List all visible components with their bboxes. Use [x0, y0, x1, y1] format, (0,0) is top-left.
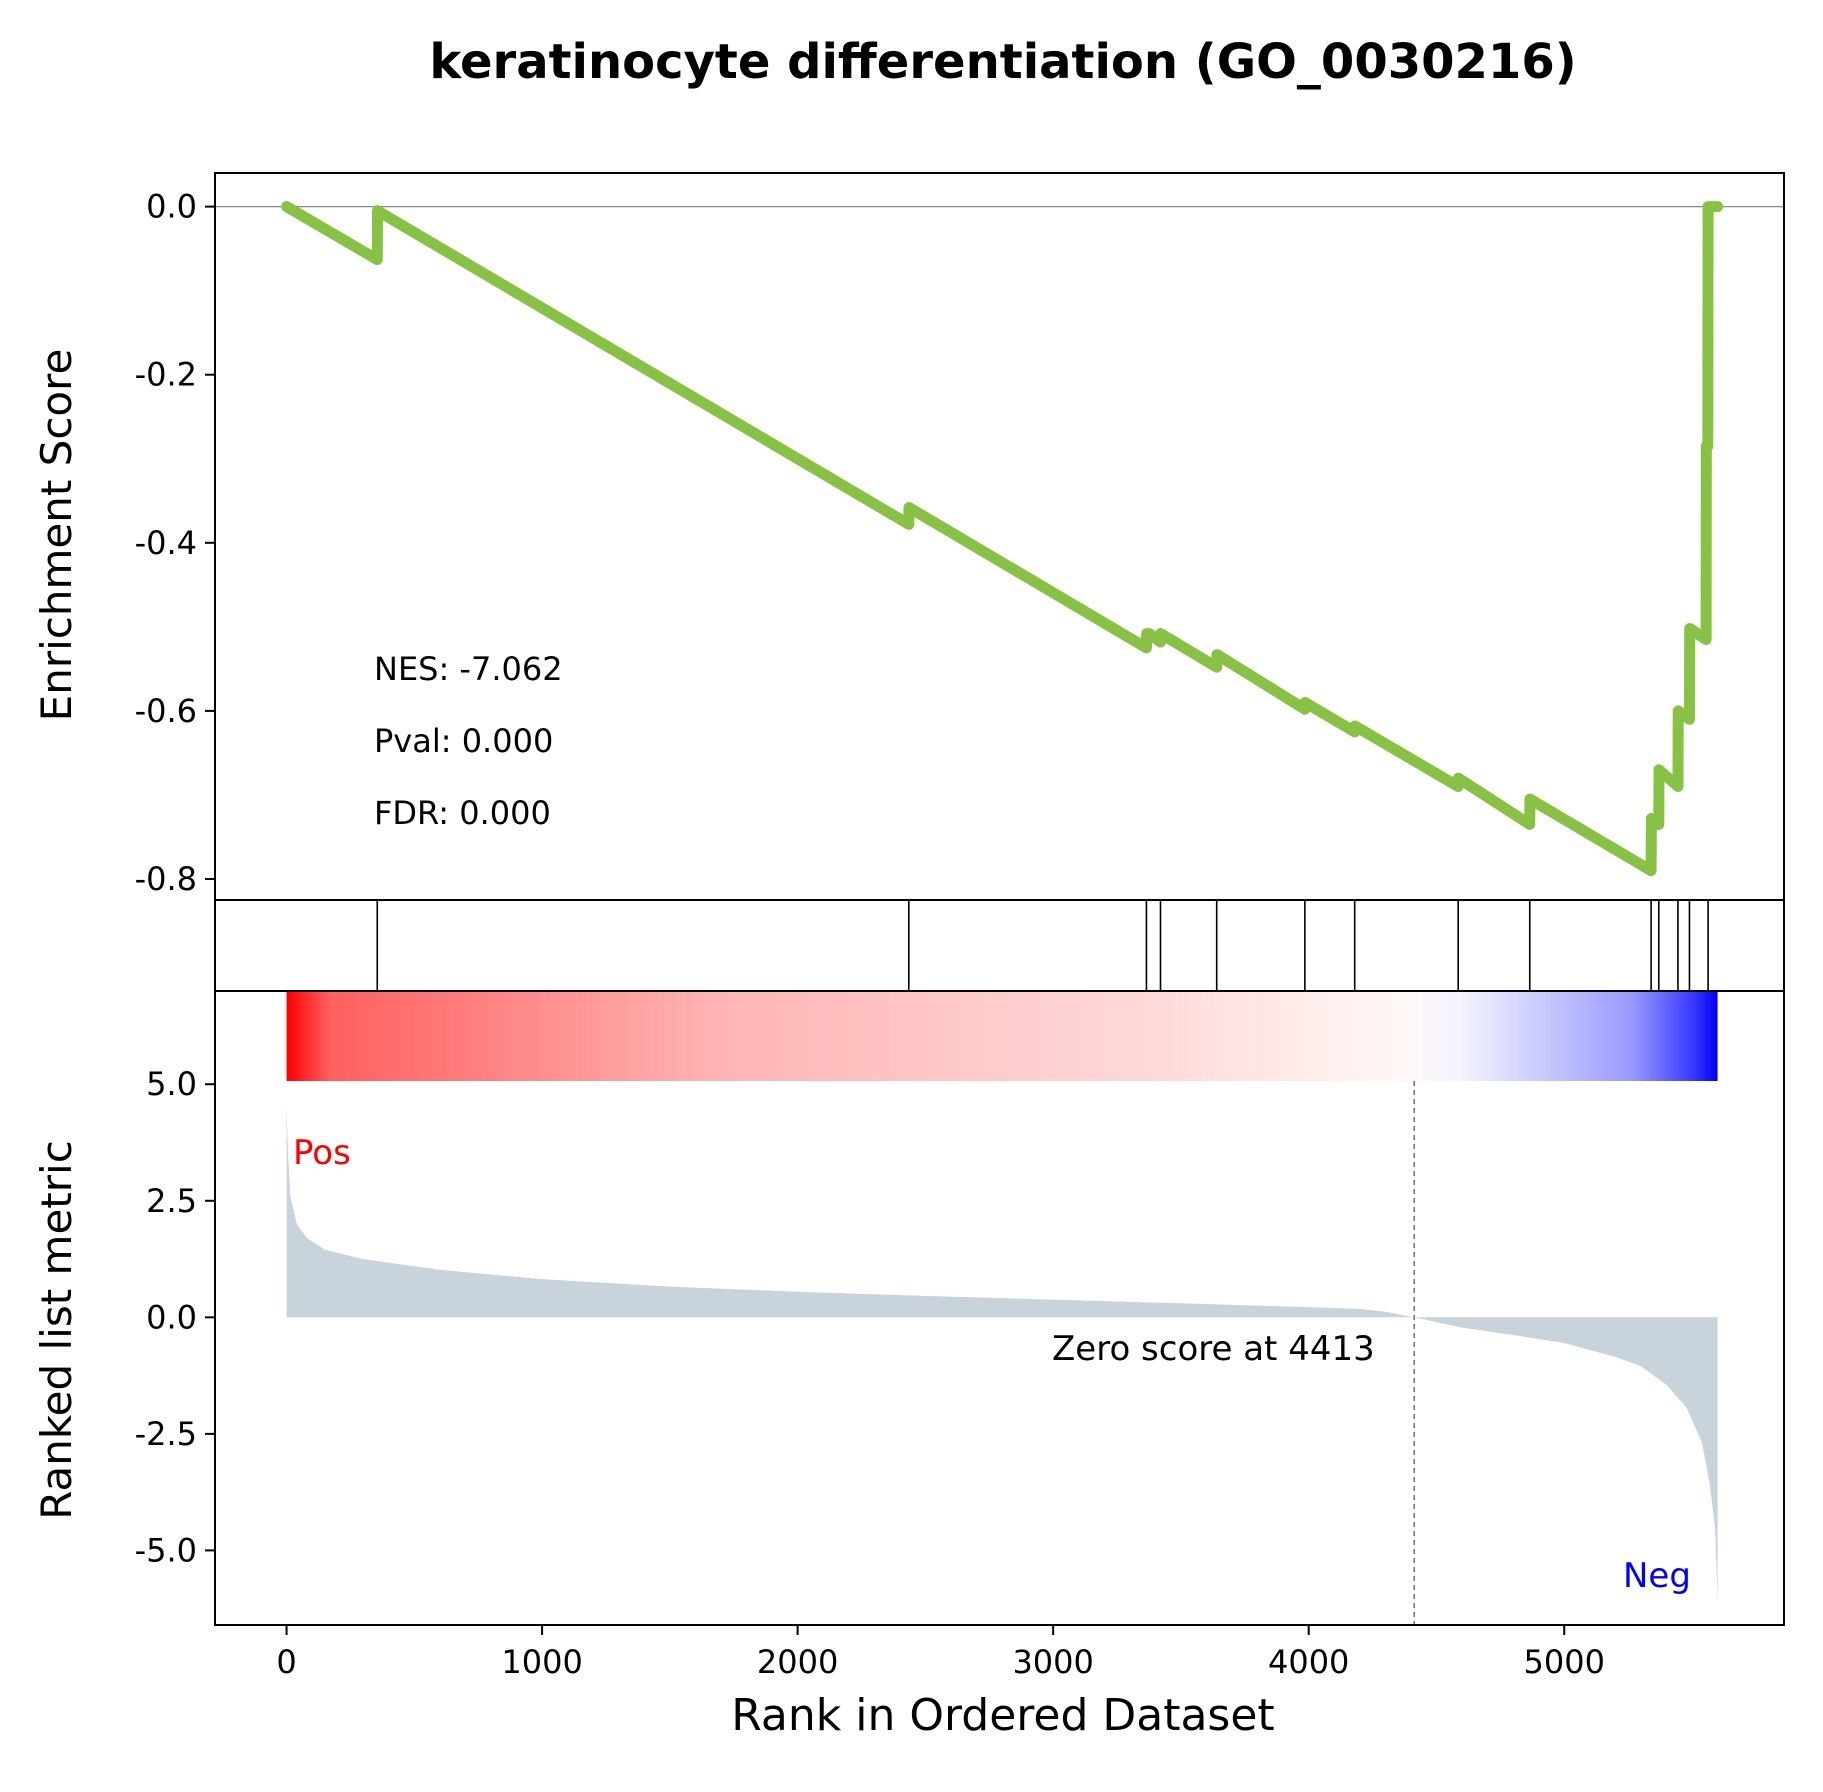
chart-title: keratinocyte differentiation (GO_0030216… — [429, 34, 1576, 90]
x-ticks: 0 1000 2000 3000 4000 5000 — [276, 1625, 1605, 1681]
fdr-annotation: FDR: 0.000 — [374, 794, 551, 832]
pval-annotation: Pval: 0.000 — [374, 722, 553, 760]
enrichment-panel: 0.0 -0.2 -0.4 -0.6 -0.8 NES: -7.062 Pval: 0.… — [135, 188, 1784, 898]
rank-y-tick-label: 5.0 — [146, 1065, 197, 1103]
nes-annotation: NES: -7.062 — [374, 650, 563, 688]
pos-label: Pos — [293, 1133, 351, 1173]
x-tick-label: 2000 — [757, 1643, 838, 1681]
es-panel-frame — [214, 172, 1785, 901]
es-axis-label: Enrichment Score — [32, 349, 81, 722]
rank-panel-frame — [214, 990, 1785, 1626]
x-tick-label: 4000 — [1268, 1643, 1349, 1681]
rank-y-tick-label: -5.0 — [135, 1531, 197, 1569]
rank-y-tick-label: -2.5 — [135, 1415, 197, 1453]
metric-axis-label: Ranked list metric — [32, 1140, 81, 1520]
x-tick-label: 1000 — [501, 1643, 582, 1681]
es-y-tick-label: -0.6 — [135, 692, 197, 730]
rank-colorbar — [286, 991, 1718, 1081]
zero-score-label: Zero score at 4413 — [1052, 1329, 1375, 1369]
es-y-ticks: 0.0 -0.2 -0.4 -0.6 -0.8 — [135, 188, 215, 898]
x-tick-label: 3000 — [1012, 1643, 1093, 1681]
neg-label: Neg — [1623, 1556, 1691, 1596]
rank-y-tick-label: 0.0 — [146, 1298, 197, 1336]
metric-area — [286, 1107, 1718, 1602]
es-y-tick-label: 0.0 — [146, 188, 197, 226]
rank-y-ticks: 5.0 2.5 0.0 -2.5 -5.0 — [135, 1065, 215, 1569]
es-y-tick-label: -0.2 — [135, 356, 197, 394]
ranked-list-panel: 5.0 2.5 0.0 -2.5 -5.0 Zero score at 4413 Pos… — [135, 991, 1718, 1625]
es-curve — [281, 201, 1724, 877]
x-axis-label: Rank in Ordered Dataset — [731, 1690, 1274, 1741]
rank-y-tick-label: 2.5 — [146, 1182, 197, 1220]
x-tick-label: 0 — [276, 1643, 296, 1681]
hits-panel — [376, 900, 1709, 991]
es-y-tick-label: -0.8 — [135, 860, 197, 898]
es-y-tick-label: -0.4 — [135, 524, 197, 562]
hits-panel-frame — [214, 899, 1785, 992]
x-tick-label: 5000 — [1524, 1643, 1605, 1681]
